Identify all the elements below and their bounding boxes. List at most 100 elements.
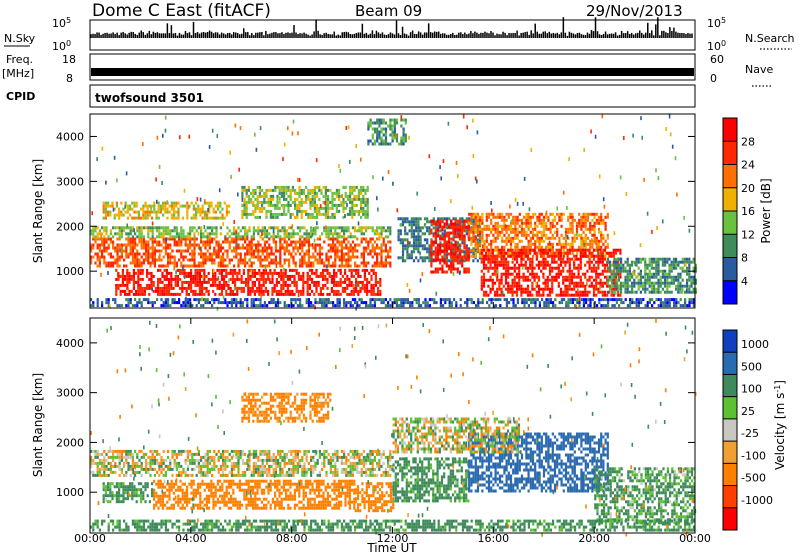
heatmap-cell: [431, 223, 433, 226]
heatmap-cell: [461, 262, 463, 265]
heatmap-cell: [492, 288, 494, 291]
heatmap-cell: [512, 252, 514, 255]
heatmap-cell: [261, 195, 263, 198]
heatmap-cell: [575, 285, 577, 288]
heatmap-cell: [473, 255, 475, 258]
heatmap-cell: [191, 202, 193, 205]
heatmap-cell: [149, 226, 151, 229]
heatmap-cell: [334, 247, 336, 250]
heatmap-cell: [225, 269, 227, 272]
heatmap-cell: [251, 250, 253, 253]
heatmap-cell: [461, 217, 463, 220]
heatmap-cell: [139, 290, 141, 293]
heatmap-cell: [317, 244, 319, 247]
heatmap-cell: [587, 219, 589, 222]
heatmap-cell: [365, 262, 367, 265]
heatmap-cell: [192, 281, 194, 284]
heatmap-cell: [112, 256, 114, 259]
heatmap-cell: [651, 273, 653, 276]
heatmap-cell: [385, 259, 387, 262]
heatmap-cell: [185, 265, 187, 268]
heatmap-cell: [607, 279, 609, 282]
heatmap-cell: [173, 208, 175, 211]
heatmap-cell: [459, 250, 461, 253]
heatmap-cell: [463, 271, 465, 274]
heatmap-cell: [276, 207, 278, 210]
heatmap-cell: [224, 250, 226, 253]
heatmap-cell: [110, 256, 112, 259]
heatmap-cell: [363, 262, 365, 265]
heatmap-cell: [609, 285, 611, 288]
heatmap-cell: [563, 213, 565, 216]
heatmap-cell: [310, 256, 312, 259]
heatmap-cell: [180, 229, 182, 232]
heatmap-cell: [359, 287, 361, 290]
heatmap-cell: [368, 272, 370, 275]
heatmap-cell: [177, 278, 179, 281]
heatmap-cell: [435, 235, 437, 238]
heatmap-cell: [244, 229, 246, 232]
heatmap-cell: [653, 258, 655, 261]
heatmap-cell: [136, 265, 138, 268]
heatmap-cell: [578, 282, 580, 285]
heatmap-cell: [112, 298, 114, 301]
heatmap-cell: [580, 249, 582, 252]
heatmap-cell: [677, 276, 679, 279]
heatmap-cell: [116, 202, 118, 205]
heatmap-cell: [602, 270, 604, 273]
heatmap-cell: [114, 214, 116, 217]
heatmap-cell: [358, 213, 360, 216]
heatmap-cell: [158, 232, 160, 235]
heatmap-cell: [250, 198, 252, 201]
heatmap-cell: [583, 216, 585, 219]
heatmap-cell: [265, 189, 267, 192]
heatmap-cell: [99, 259, 101, 262]
heatmap-cell: [130, 250, 132, 253]
heatmap-cell: [550, 237, 552, 240]
heatmap-cell: [316, 192, 318, 195]
heatmap-cell: [259, 195, 261, 198]
heatmap-cell: [564, 288, 566, 291]
heatmap-cell: [664, 276, 666, 279]
heatmap-cell: [595, 273, 597, 276]
heatmap-cell: [115, 269, 117, 272]
heatmap-cell: [321, 247, 323, 250]
heatmap-cell: [209, 259, 211, 262]
heatmap-cell: [336, 253, 338, 256]
heatmap-cell: [226, 232, 228, 235]
heatmap-cell: [417, 223, 419, 226]
heatmap-cell: [660, 285, 662, 288]
heatmap-cell: [165, 250, 167, 253]
heatmap-cell: [271, 290, 273, 293]
heatmap-cell: [552, 234, 554, 237]
heatmap-cell: [549, 249, 551, 252]
heatmap-cell: [193, 265, 195, 268]
heatmap-cell: [545, 264, 547, 267]
heatmap-cell: [580, 264, 582, 267]
heatmap-cell: [518, 273, 520, 276]
heatmap-cell: [156, 244, 158, 247]
heatmap-cell: [116, 247, 118, 250]
heatmap-cell: [129, 214, 131, 217]
heatmap-cell: [646, 267, 648, 270]
heatmap-cell: [409, 229, 411, 232]
heatmap-cell: [157, 290, 159, 293]
heatmap-cell: [507, 264, 509, 267]
heatmap-cell: [631, 288, 633, 291]
heatmap-cell: [624, 261, 626, 264]
heatmap-cell: [483, 276, 485, 279]
heatmap-cell: [144, 211, 146, 214]
heatmap-cell: [459, 238, 461, 241]
heatmap-cell: [380, 259, 382, 262]
heatmap-cell: [492, 249, 494, 252]
heatmap-cell: [237, 262, 239, 265]
heatmap-cell: [606, 294, 608, 297]
station-title: Dome C East (fitACF): [92, 1, 271, 21]
heatmap-cell: [260, 287, 262, 290]
heatmap-cell: [688, 273, 690, 276]
heatmap-cell: [127, 256, 129, 259]
heatmap-cell: [279, 262, 281, 265]
heatmap-cell: [602, 291, 604, 294]
heatmap-cell: [631, 264, 633, 267]
heatmap-cell: [487, 255, 489, 258]
